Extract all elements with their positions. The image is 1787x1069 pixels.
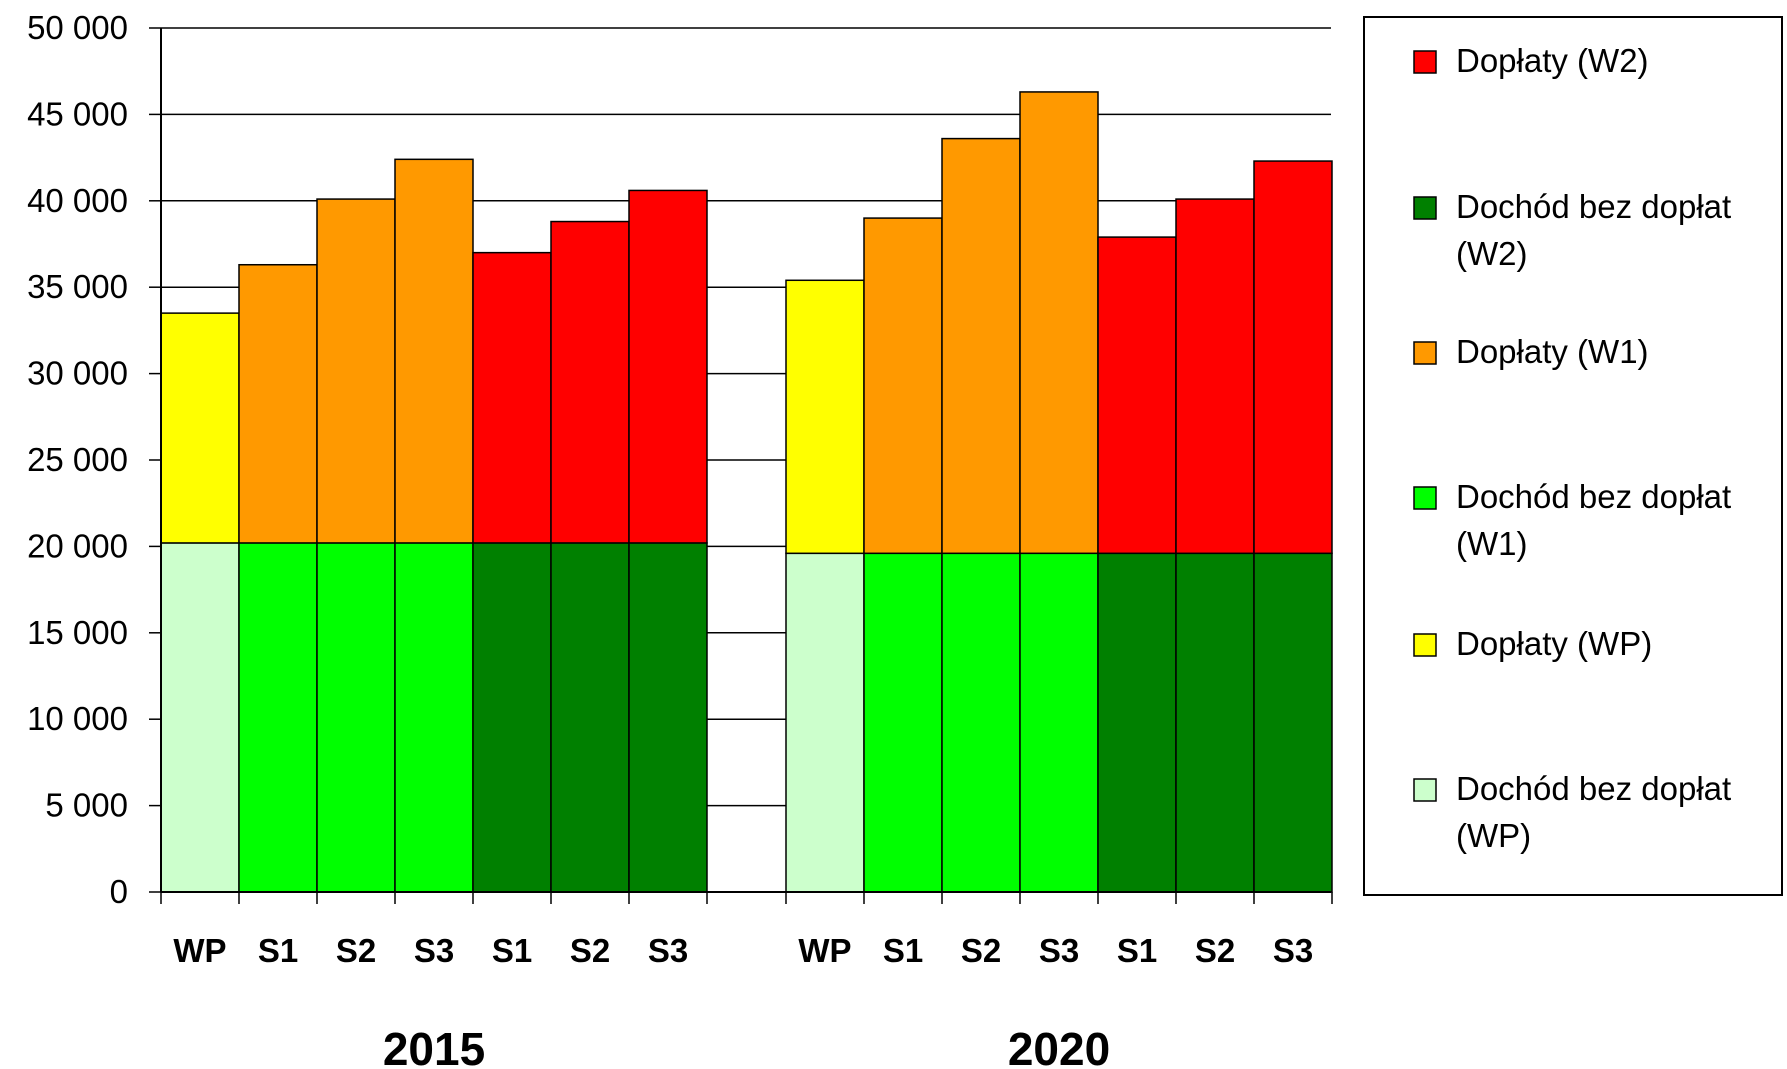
bar-segment-base [1097,552,1177,893]
category-label: S3 [1273,932,1313,969]
bar-segment-top [394,158,474,544]
category-label: S3 [648,932,688,969]
bar-segment-base [863,552,943,893]
category-label: S2 [336,932,376,969]
legend-swatch [1413,50,1437,74]
legend-label: Dopłaty (W1) [1456,333,1649,370]
category-label: S1 [1117,932,1157,969]
bars [160,91,1333,893]
axes [149,27,1333,904]
legend-label: Dochód bez dopłat [1456,478,1731,515]
bar-segment-top [160,312,240,544]
legend-label: (W1) [1456,525,1527,562]
y-tick-label: 20 000 [27,527,128,564]
legend-swatch [1413,778,1437,802]
category-label: S2 [1195,932,1235,969]
bar-segment-top [316,198,396,544]
bar-segment-top [238,263,318,544]
legend-label: Dopłaty (WP) [1456,625,1652,662]
y-tick-label: 35 000 [27,268,128,305]
category-label: S1 [492,932,532,969]
category-labels: WP S1 S2 S3 S1 S2 S3 WP S1 S2 S3 S1 S2 S3 [173,932,1313,969]
bar-segment-base [1253,552,1333,893]
y-tick-label: 0 [110,873,128,910]
bar-segment-base [472,542,552,893]
bar-segment-base [238,542,318,893]
group-label: 2020 [1008,1023,1110,1069]
legend-label: Dochód bez dopłat [1456,188,1731,225]
legend-box [1363,16,1783,896]
bar-segment-top [628,189,708,544]
category-label: S2 [570,932,610,969]
group-label: 2015 [383,1023,485,1069]
bar-segment-top [472,251,552,544]
legend-swatch [1413,341,1437,365]
bar-segment-base [628,542,708,893]
bar-segment-base [941,552,1021,893]
category-label: S1 [883,932,923,969]
y-tick-label: 40 000 [27,182,128,219]
category-label: WP [173,932,226,969]
category-label: S2 [961,932,1001,969]
bar-segment-top [941,137,1021,555]
legend-swatch [1413,486,1437,510]
y-tick-label: 50 000 [27,9,128,46]
bar-segment-base [785,552,865,893]
legend-label: Dopłaty (W2) [1456,42,1649,79]
bar-segment-base [1019,552,1099,893]
legend-label: (WP) [1456,817,1531,854]
y-tick-label: 10 000 [27,700,128,737]
legend: Dopłaty (W2) Dochód bez dopłat (W2) Dopłaty… [1363,16,1783,896]
bar-segment-top [1175,198,1255,555]
group-labels: 2015 2020 [383,1023,1110,1069]
y-tick-label: 45 000 [27,95,128,132]
bar-segment-top [1253,160,1333,555]
bar-segment-base [160,542,240,893]
bar-segment-base [316,542,396,893]
category-label: S1 [258,932,298,969]
category-label: S3 [1039,932,1079,969]
bar-segment-top [1097,236,1177,555]
bar-segment-top [863,217,943,555]
legend-label: (W2) [1456,235,1527,272]
legend-swatch [1413,196,1437,220]
bar-segment-base [550,542,630,893]
y-tick-label: 25 000 [27,441,128,478]
y-tick-label: 5 000 [45,787,128,824]
legend-label: Dochód bez dopłat [1456,770,1731,807]
y-tick-labels: 0 5 000 10 000 15 000 20 000 25 000 30 000 35 0… [27,9,128,910]
bar-segment-top [785,279,865,555]
category-label: S3 [414,932,454,969]
y-tick-label: 30 000 [27,355,128,392]
bar-segment-base [394,542,474,893]
legend-swatch [1413,633,1437,657]
y-tick-label: 15 000 [27,614,128,651]
bar-segment-top [550,220,630,544]
bar-segment-base [1175,552,1255,893]
category-label: WP [798,932,851,969]
bar-segment-top [1019,91,1099,555]
